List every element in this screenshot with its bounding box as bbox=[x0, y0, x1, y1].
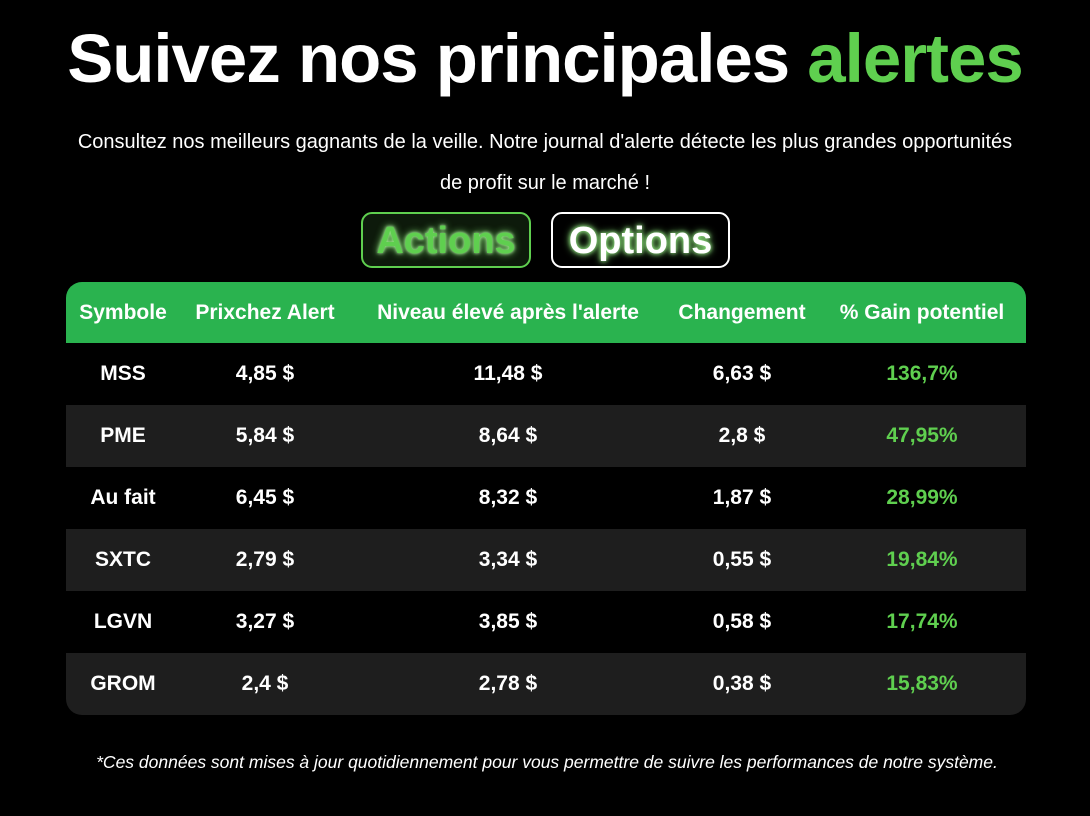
table-header-row: Symbole Prixchez Alert Niveau élevé aprè… bbox=[66, 282, 1026, 343]
cell-potential-gain: 28,99% bbox=[886, 486, 958, 509]
table-row: GROM 2,4 $ 2,78 $ 0,38 $ 15,83% bbox=[66, 653, 1026, 715]
subtitle-line-2: de profit sur le marché ! bbox=[439, 172, 651, 194]
cell-potential-gain: 47,95% bbox=[886, 424, 958, 447]
page-title: Suivez nos principales alertes bbox=[0, 14, 1090, 104]
cell-potential-gain: 15,83% bbox=[886, 672, 958, 695]
column-header-change: Changement bbox=[678, 300, 806, 324]
cell-potential-gain: 17,74% bbox=[886, 610, 958, 633]
cell-symbol: LGVN bbox=[93, 610, 153, 633]
table-row: PME 5,84 $ 8,64 $ 2,8 $ 47,95% bbox=[66, 405, 1026, 467]
page-title-accent: alertes bbox=[807, 20, 1023, 97]
tab-actions[interactable]: Actions bbox=[361, 212, 531, 268]
cell-alert-price: 5,84 $ bbox=[235, 424, 295, 447]
table-row: LGVN 3,27 $ 3,85 $ 0,58 $ 17,74% bbox=[66, 591, 1026, 653]
cell-alert-price: 6,45 $ bbox=[235, 486, 295, 509]
cell-high-after-alert: 11,48 $ bbox=[473, 362, 543, 385]
page-title-main: Suivez nos principales bbox=[67, 20, 790, 97]
cell-change: 0,38 $ bbox=[712, 672, 772, 695]
cell-alert-price: 2,79 $ bbox=[235, 548, 295, 571]
column-header-high-after-alert: Niveau élevé après l'alerte bbox=[377, 300, 639, 324]
cell-symbol: Au fait bbox=[90, 486, 156, 509]
cell-potential-gain: 19,84% bbox=[886, 548, 958, 571]
cell-high-after-alert: 8,32 $ bbox=[478, 486, 538, 509]
cell-potential-gain: 136,7% bbox=[886, 362, 958, 385]
cell-alert-price: 2,4 $ bbox=[241, 672, 289, 695]
cell-symbol: PME bbox=[100, 424, 146, 447]
cell-symbol: SXTC bbox=[94, 548, 151, 571]
cell-alert-price: 3,27 $ bbox=[235, 610, 295, 633]
column-header-potential-gain: % Gain potentiel bbox=[839, 300, 1005, 324]
cell-change: 6,63 $ bbox=[712, 362, 772, 385]
cell-high-after-alert: 3,34 $ bbox=[478, 548, 538, 571]
alerts-table: Symbole Prixchez Alert Niveau élevé aprè… bbox=[66, 282, 1026, 715]
table-row: MSS 4,85 $ 11,48 $ 6,63 $ 136,7% bbox=[66, 343, 1026, 405]
cell-change: 0,58 $ bbox=[712, 610, 772, 633]
cell-high-after-alert: 2,78 $ bbox=[478, 672, 538, 695]
subtitle-line-1: Consultez nos meilleurs gagnants de la v… bbox=[77, 131, 1013, 153]
table-row: SXTC 2,79 $ 3,34 $ 0,55 $ 19,84% bbox=[66, 529, 1026, 591]
cell-high-after-alert: 3,85 $ bbox=[478, 610, 538, 633]
cell-change: 1,87 $ bbox=[712, 486, 772, 509]
table-row: Au fait 6,45 $ 8,32 $ 1,87 $ 28,99% bbox=[66, 467, 1026, 529]
cell-high-after-alert: 8,64 $ bbox=[478, 424, 538, 447]
cell-symbol: MSS bbox=[100, 362, 146, 385]
cell-change: 2,8 $ bbox=[718, 424, 766, 447]
tab-options[interactable]: Options bbox=[551, 212, 730, 268]
footnote: *Ces données sont mises à jour quotidien… bbox=[96, 752, 998, 772]
column-header-symbol: Symbole bbox=[79, 300, 167, 324]
cell-change: 0,55 $ bbox=[712, 548, 772, 571]
page-subtitle: Consultez nos meilleurs gagnants de la v… bbox=[0, 122, 1090, 204]
cell-alert-price: 4,85 $ bbox=[235, 362, 295, 385]
cell-symbol: GROM bbox=[90, 672, 156, 695]
column-header-alert-price: Prixchez Alert bbox=[195, 300, 335, 324]
